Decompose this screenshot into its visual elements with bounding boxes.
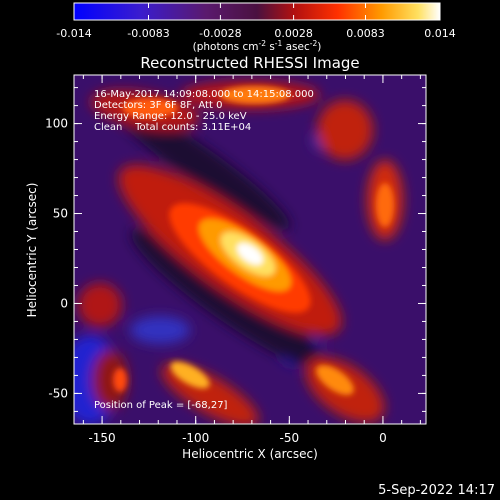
y-tick-label: -50 [48,386,68,400]
colorbar-tick-label: 0.014 [424,27,456,40]
colorbar-tick-label: 0.0083 [346,27,385,40]
x-tick-label: 0 [379,431,387,445]
colorbar-tick-label: -0.014 [56,27,91,40]
colorbar: -0.014 -0.0083 -0.0028 0.0028 0.0083 0.014 (p… [56,2,456,53]
x-axis-label: Heliocentric X (arcsec) [182,447,318,461]
colorbar-tick-label: -0.0028 [199,27,241,40]
colorbar-units: (photons cm-2 s-1 asec-2) [193,39,322,53]
colorbar-tick-label: 0.0028 [274,27,313,40]
info-line-energy: Energy Range: 12.0 - 25.0 keV [94,111,247,122]
reconstructed-image [74,75,426,424]
x-tick-label: -100 [182,431,209,445]
info-block: 16-May-2017 14:09:08.000 to 14:15:08.000… [94,89,314,133]
colorbar-gradient [73,2,441,21]
info-line-time: 16-May-2017 14:09:08.000 to 14:15:08.000 [94,89,314,100]
info-line-counts: Clean Total counts: 3.11E+04 [94,122,251,133]
y-tick-label: 0 [60,296,68,310]
x-axis-ticks: -150 -100 -50 0 [82,75,421,445]
footer-date: 5-Sep-2022 14:17 [378,483,495,498]
peak-position-label: Position of Peak = [-68,27] [94,400,228,411]
y-axis-ticks: -50 0 50 100 [45,87,426,412]
colorbar-ticks: -0.014 -0.0083 -0.0028 0.0028 0.0083 0.014 [56,3,456,40]
y-tick-label: 50 [53,207,68,221]
info-line-detectors: Detectors: 3F 6F 8F, Att 0 [94,100,222,111]
plot-title: Reconstructed RHESSI Image [140,54,359,72]
x-tick-label: -150 [88,431,115,445]
y-tick-label: 100 [45,117,68,131]
y-axis-label: Heliocentric Y (arcsec) [25,183,39,318]
x-tick-label: -50 [280,431,300,445]
colorbar-tick-label: -0.0083 [127,27,169,40]
